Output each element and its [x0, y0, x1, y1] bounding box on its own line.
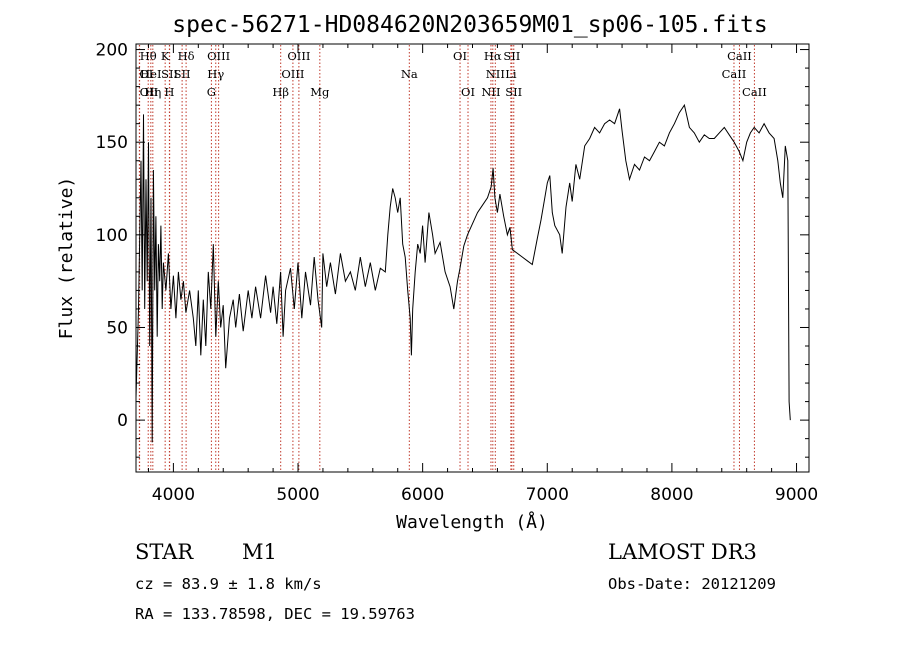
spectral-line-label: Hα	[484, 49, 502, 63]
spectral-line-label: Hγ	[207, 67, 224, 81]
spectral-line-label: Li	[505, 67, 517, 81]
spectral-line-label: CaII	[727, 49, 752, 63]
x-tick-label: 4000	[152, 485, 195, 505]
x-tick-label: 7000	[526, 485, 569, 505]
x-tick-label: 8000	[650, 485, 693, 505]
spectral-line-label: OIII	[207, 49, 230, 63]
spectral-line-label: Hθ	[140, 49, 157, 63]
survey-name: LAMOST DR3	[608, 540, 757, 564]
spectral-line-label: OI	[453, 49, 467, 63]
y-axis-ticks: 0 50 100 150 200	[96, 41, 809, 458]
y-tick-label: 200	[96, 41, 128, 61]
coordinates: RA = 133.78598, DEC = 19.59763	[135, 605, 415, 623]
spectral-line-label: OI	[139, 67, 153, 81]
spectral-line-label: Mg	[310, 85, 330, 99]
spectral-line-label: SII	[174, 67, 191, 81]
object-subclass: M1	[242, 540, 277, 564]
x-tick-label: 5000	[276, 485, 319, 505]
y-tick-label: 150	[96, 133, 128, 153]
observation-date: Obs-Date: 20121209	[608, 575, 776, 593]
object-class: STAR	[135, 540, 194, 564]
spectral-line-label: Na	[401, 67, 418, 81]
x-axis-label: Wavelength (Å)	[396, 511, 548, 533]
chart-title: spec-56271-HD084620N203659M01_sp06-105.f…	[172, 12, 767, 38]
spectral-line-label: SII	[503, 49, 520, 63]
spectral-line-label: NII	[481, 85, 500, 99]
spectral-line-label: Hβ	[272, 85, 289, 99]
spectrum-line	[135, 103, 791, 443]
spectral-line-label: OI	[461, 85, 475, 99]
spectral-line-label: G	[207, 85, 216, 99]
redshift-cz: cz = 83.9 ± 1.8 km/s	[135, 575, 322, 593]
x-tick-label: 6000	[401, 485, 444, 505]
spectral-line-label: H	[164, 85, 174, 99]
y-tick-label: 0	[117, 411, 128, 431]
spectral-line-label: SII	[505, 85, 522, 99]
spectral-line-label: Hδ	[178, 49, 195, 63]
spectral-line-markers	[138, 45, 755, 471]
spectral-line-label: NII	[486, 67, 505, 81]
spectral-line-label: OIII	[281, 67, 304, 81]
spectral-line-label: CaII	[722, 67, 747, 81]
y-axis-label: Flux (relative)	[56, 177, 77, 340]
spectral-line-label: CaII	[742, 85, 767, 99]
x-axis-ticks: 4000 5000 6000 7000 8000 9000	[147, 44, 818, 505]
spectral-line-label: K	[161, 49, 170, 63]
spectral-line-label: OIII	[287, 49, 310, 63]
plot-frame	[135, 43, 810, 473]
x-tick-label: 9000	[775, 485, 818, 505]
y-tick-label: 100	[96, 226, 128, 246]
spectral-line-label: SII	[161, 67, 178, 81]
spectral-line-label: OII	[140, 85, 159, 99]
spectral-line-label: HeI	[140, 67, 161, 81]
spectral-line-label: Hη	[144, 85, 161, 99]
y-tick-label: 50	[106, 318, 128, 338]
